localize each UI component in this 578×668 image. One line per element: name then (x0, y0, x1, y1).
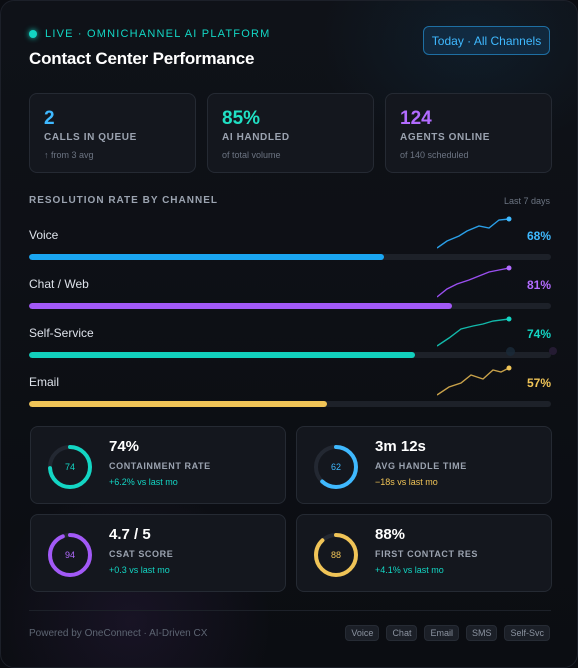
stat-label: AI HANDLED (222, 132, 290, 143)
footer-text: Powered by OneConnect · AI-Driven CX (29, 628, 208, 639)
stat-sub: of total volume (222, 150, 281, 160)
channel-pct: 57% (526, 376, 551, 390)
filter-button[interactable]: Today · All Channels (423, 26, 550, 55)
kpi-value: 88% (375, 526, 406, 543)
ring-gauge-icon (48, 445, 92, 489)
footer-divider (29, 610, 551, 611)
kpi-card-containment: 74 74% CONTAINMENT RATE +6.2% vs last mo (30, 426, 286, 504)
page-title: Contact Center Performance (29, 49, 255, 68)
kpi-label: FIRST CONTACT RES (375, 549, 479, 559)
channel-row-chat-web: Chat / Web 81% (29, 265, 551, 317)
progress-fill (29, 303, 452, 309)
stat-value: 124 (400, 108, 432, 129)
channel-row-voice: Voice 68% (29, 216, 551, 268)
kpi-card-avg-handle-time: 62 3m 12s AVG HANDLE TIME −18s vs last m… (296, 426, 552, 504)
channel-row-self-service: Self-Service 74% (29, 316, 551, 366)
stat-card-calls-in-queue: 2 CALLS IN QUEUE ↑ from 3 avg (29, 93, 196, 173)
kpi-card-first-contact-res: 88 88% FIRST CONTACT RES +4.1% vs last m… (296, 514, 552, 592)
kpi-value: 4.7 / 5 (109, 526, 151, 543)
live-label: LIVE · OMNICHANNEL AI PLATFORM (45, 28, 271, 40)
tag-self-svc[interactable]: Self-Svc (504, 625, 550, 641)
kpi-delta: −18s vs last mo (375, 477, 438, 487)
progress-fill (29, 352, 416, 358)
ring-gauge-icon (48, 533, 92, 577)
ring-value: 88 (330, 550, 341, 560)
stat-label: AGENTS ONLINE (400, 132, 491, 143)
kpi-delta: +6.2% vs last mo (109, 477, 178, 487)
live-dot-icon (29, 30, 37, 38)
channel-tags: Voice Chat Email SMS Self-Svc (345, 625, 550, 641)
channel-name: Chat / Web (29, 277, 89, 291)
progress-track (29, 352, 551, 358)
stat-sub: ↑ from 3 avg (44, 150, 94, 160)
progress-track (29, 254, 551, 260)
kpi-value: 3m 12s (375, 438, 426, 455)
live-indicator: LIVE · OMNICHANNEL AI PLATFORM (29, 28, 270, 40)
progress-fill (29, 254, 384, 260)
stat-sub: of 140 scheduled (400, 150, 469, 160)
progress-track (29, 401, 551, 407)
kpi-card-csat: 94 4.7 / 5 CSAT SCORE +0.3 vs last mo (30, 514, 286, 592)
sparkline-self-service (437, 316, 512, 347)
stat-label: CALLS IN QUEUE (44, 132, 137, 143)
kpi-label: AVG HANDLE TIME (375, 461, 467, 471)
channel-pct: 74% (526, 327, 551, 341)
kpi-value: 74% (109, 438, 140, 455)
ring-gauge-icon (314, 445, 358, 489)
stat-card-agents-online: 124 AGENTS ONLINE of 140 scheduled (385, 93, 552, 173)
channel-name: Self-Service (29, 326, 94, 340)
kpi-label: CSAT SCORE (109, 549, 174, 559)
kpi-label: CONTAINMENT RATE (109, 461, 211, 471)
decor-dot (549, 347, 557, 355)
period-label: Last 7 days (503, 196, 550, 206)
tag-voice[interactable]: Voice (345, 625, 380, 641)
channel-name: Email (29, 375, 60, 389)
ring-value: 74 (64, 462, 75, 472)
channel-pct: 81% (526, 278, 551, 292)
sparkline-email (437, 365, 512, 396)
tag-chat[interactable]: Chat (386, 625, 418, 641)
section-title: RESOLUTION RATE BY CHANNEL (29, 195, 218, 206)
channel-name: Voice (29, 228, 59, 242)
progress-track (29, 303, 551, 309)
tag-sms[interactable]: SMS (465, 625, 498, 641)
ring-value: 94 (64, 550, 75, 560)
tag-email[interactable]: Email (424, 625, 459, 641)
stat-value: 2 (44, 108, 55, 129)
kpi-delta: +0.3 vs last mo (109, 565, 170, 575)
channel-pct: 68% (526, 229, 551, 243)
channel-row-email: Email 57% (29, 365, 551, 415)
stat-value: 85% (222, 108, 261, 129)
stat-card-ai-handled: 85% AI HANDLED of total volume (207, 93, 374, 173)
sparkline-chat-web (437, 265, 512, 298)
sparkline-voice (437, 216, 512, 249)
progress-fill (29, 401, 327, 407)
decor-dot (506, 347, 515, 356)
ring-value: 62 (330, 462, 341, 472)
kpi-delta: +4.1% vs last mo (375, 565, 444, 575)
ring-gauge-icon (314, 533, 358, 577)
